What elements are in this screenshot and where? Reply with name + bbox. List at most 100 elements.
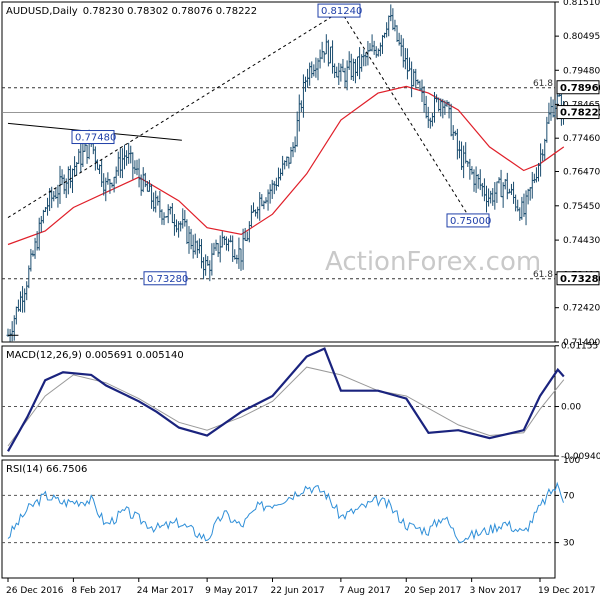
price-tick-label: 0.80495 [563,32,600,42]
price-bar [25,281,29,301]
price-bar [487,188,491,207]
annotation-tag: 0.77480 [71,130,116,145]
price-bar [470,166,474,175]
price-bar [543,138,547,161]
price-bar [405,48,409,80]
price-bar [204,254,208,276]
price-bar [455,128,459,160]
price-bar [412,69,416,87]
price-bar [351,58,355,82]
price-bar [172,213,176,236]
price-bar [285,156,289,167]
price-bar [518,207,522,221]
macd-line [7,347,565,452]
price-bar [118,147,122,178]
price-bars [6,4,565,342]
price-bar [304,76,308,92]
price-bar [75,161,79,176]
price-bar [152,192,156,212]
price-bar [430,112,434,127]
price-bar [185,219,189,245]
price-bar [279,168,283,181]
price-bar [46,197,50,216]
panel-frame-macd [1,345,556,457]
price-bar [150,183,154,209]
annotation-label: 0.77480 [75,133,116,144]
ohlc-open: 0.78230 [83,6,124,17]
price-bar [245,231,249,242]
price-bar [482,178,486,202]
date-tick-label: 24 Mar 2017 [137,586,194,596]
price-bar [374,46,378,58]
price-bar [326,39,330,67]
price-bar [193,233,197,255]
price-bar [322,51,326,63]
price-bar [356,56,360,77]
price-bar [526,188,530,205]
price-bar [512,181,516,204]
price-bar [241,228,245,270]
price-bar [532,173,536,184]
price-bar [281,155,285,176]
price-bar [85,144,89,164]
price-bar [187,226,191,254]
trend-lines [7,10,473,336]
ma-line [7,85,565,246]
date-tick-label: 19 Dec 2017 [538,586,596,596]
price-bar [112,176,116,193]
price-bar [457,140,461,159]
price-tick-label: 0.71400 [563,338,600,348]
price-bar [497,177,501,184]
price-bar [410,61,414,98]
price-title: AUDUSD,Daily [6,6,78,17]
reference-lines: 61.8 61.8 [2,79,555,280]
price-bar [472,169,476,192]
price-bar [539,143,543,177]
price-bar [264,197,268,204]
price-bar [156,195,160,206]
price-bar [464,142,468,164]
fib-price-box [556,271,600,286]
price-bar [235,254,239,264]
price-bar [116,151,120,176]
price-bar [158,191,162,218]
price-bar [231,235,235,262]
price-bar [289,146,293,164]
price-bar [428,117,432,129]
price-bar [120,148,124,179]
price-bar [160,209,164,225]
annotation-box [143,271,187,286]
price-bar [507,188,511,194]
price-panel-title: AUDUSD,Daily 0.78230 0.78302 0.78076 0.78222 [6,6,257,17]
annotation-box [71,130,115,145]
price-bar [56,184,60,208]
current-price-box [556,105,600,120]
trend-line [340,10,473,222]
price-bar [29,248,33,272]
price-tick-label: 0.77460 [563,134,600,144]
fib-price: 0.73280 [560,274,600,285]
macd-title: MACD(12,26,9) 0.005691 0.005140 [6,350,184,361]
price-bar [31,250,35,257]
price-bar [528,187,532,201]
price-bar [181,208,185,229]
price-bar [135,159,139,176]
price-bar [293,136,297,153]
price-bar [534,167,538,183]
price-bar [462,145,466,179]
price-bar [385,22,389,38]
price-bar [364,52,368,67]
annotation-box [446,213,490,228]
price-bar [489,190,493,204]
price-annotations: 0.81240 0.77480 0.73280 0.75000 [71,3,491,286]
price-bar [77,148,81,164]
price-bar [378,42,382,57]
price-bar [137,158,141,188]
price-axis: 0.815100.804950.794800.784650.774600.764… [555,0,600,348]
price-bar [224,236,228,251]
current-price: 0.78222 [560,108,600,119]
price-bar [347,51,351,70]
price-bar [95,159,99,170]
date-tick-label: 9 May 2017 [205,586,258,596]
date-axis: 26 Dec 2016 8 Feb 2017 24 Mar 2017 9 May 20… [6,578,596,596]
